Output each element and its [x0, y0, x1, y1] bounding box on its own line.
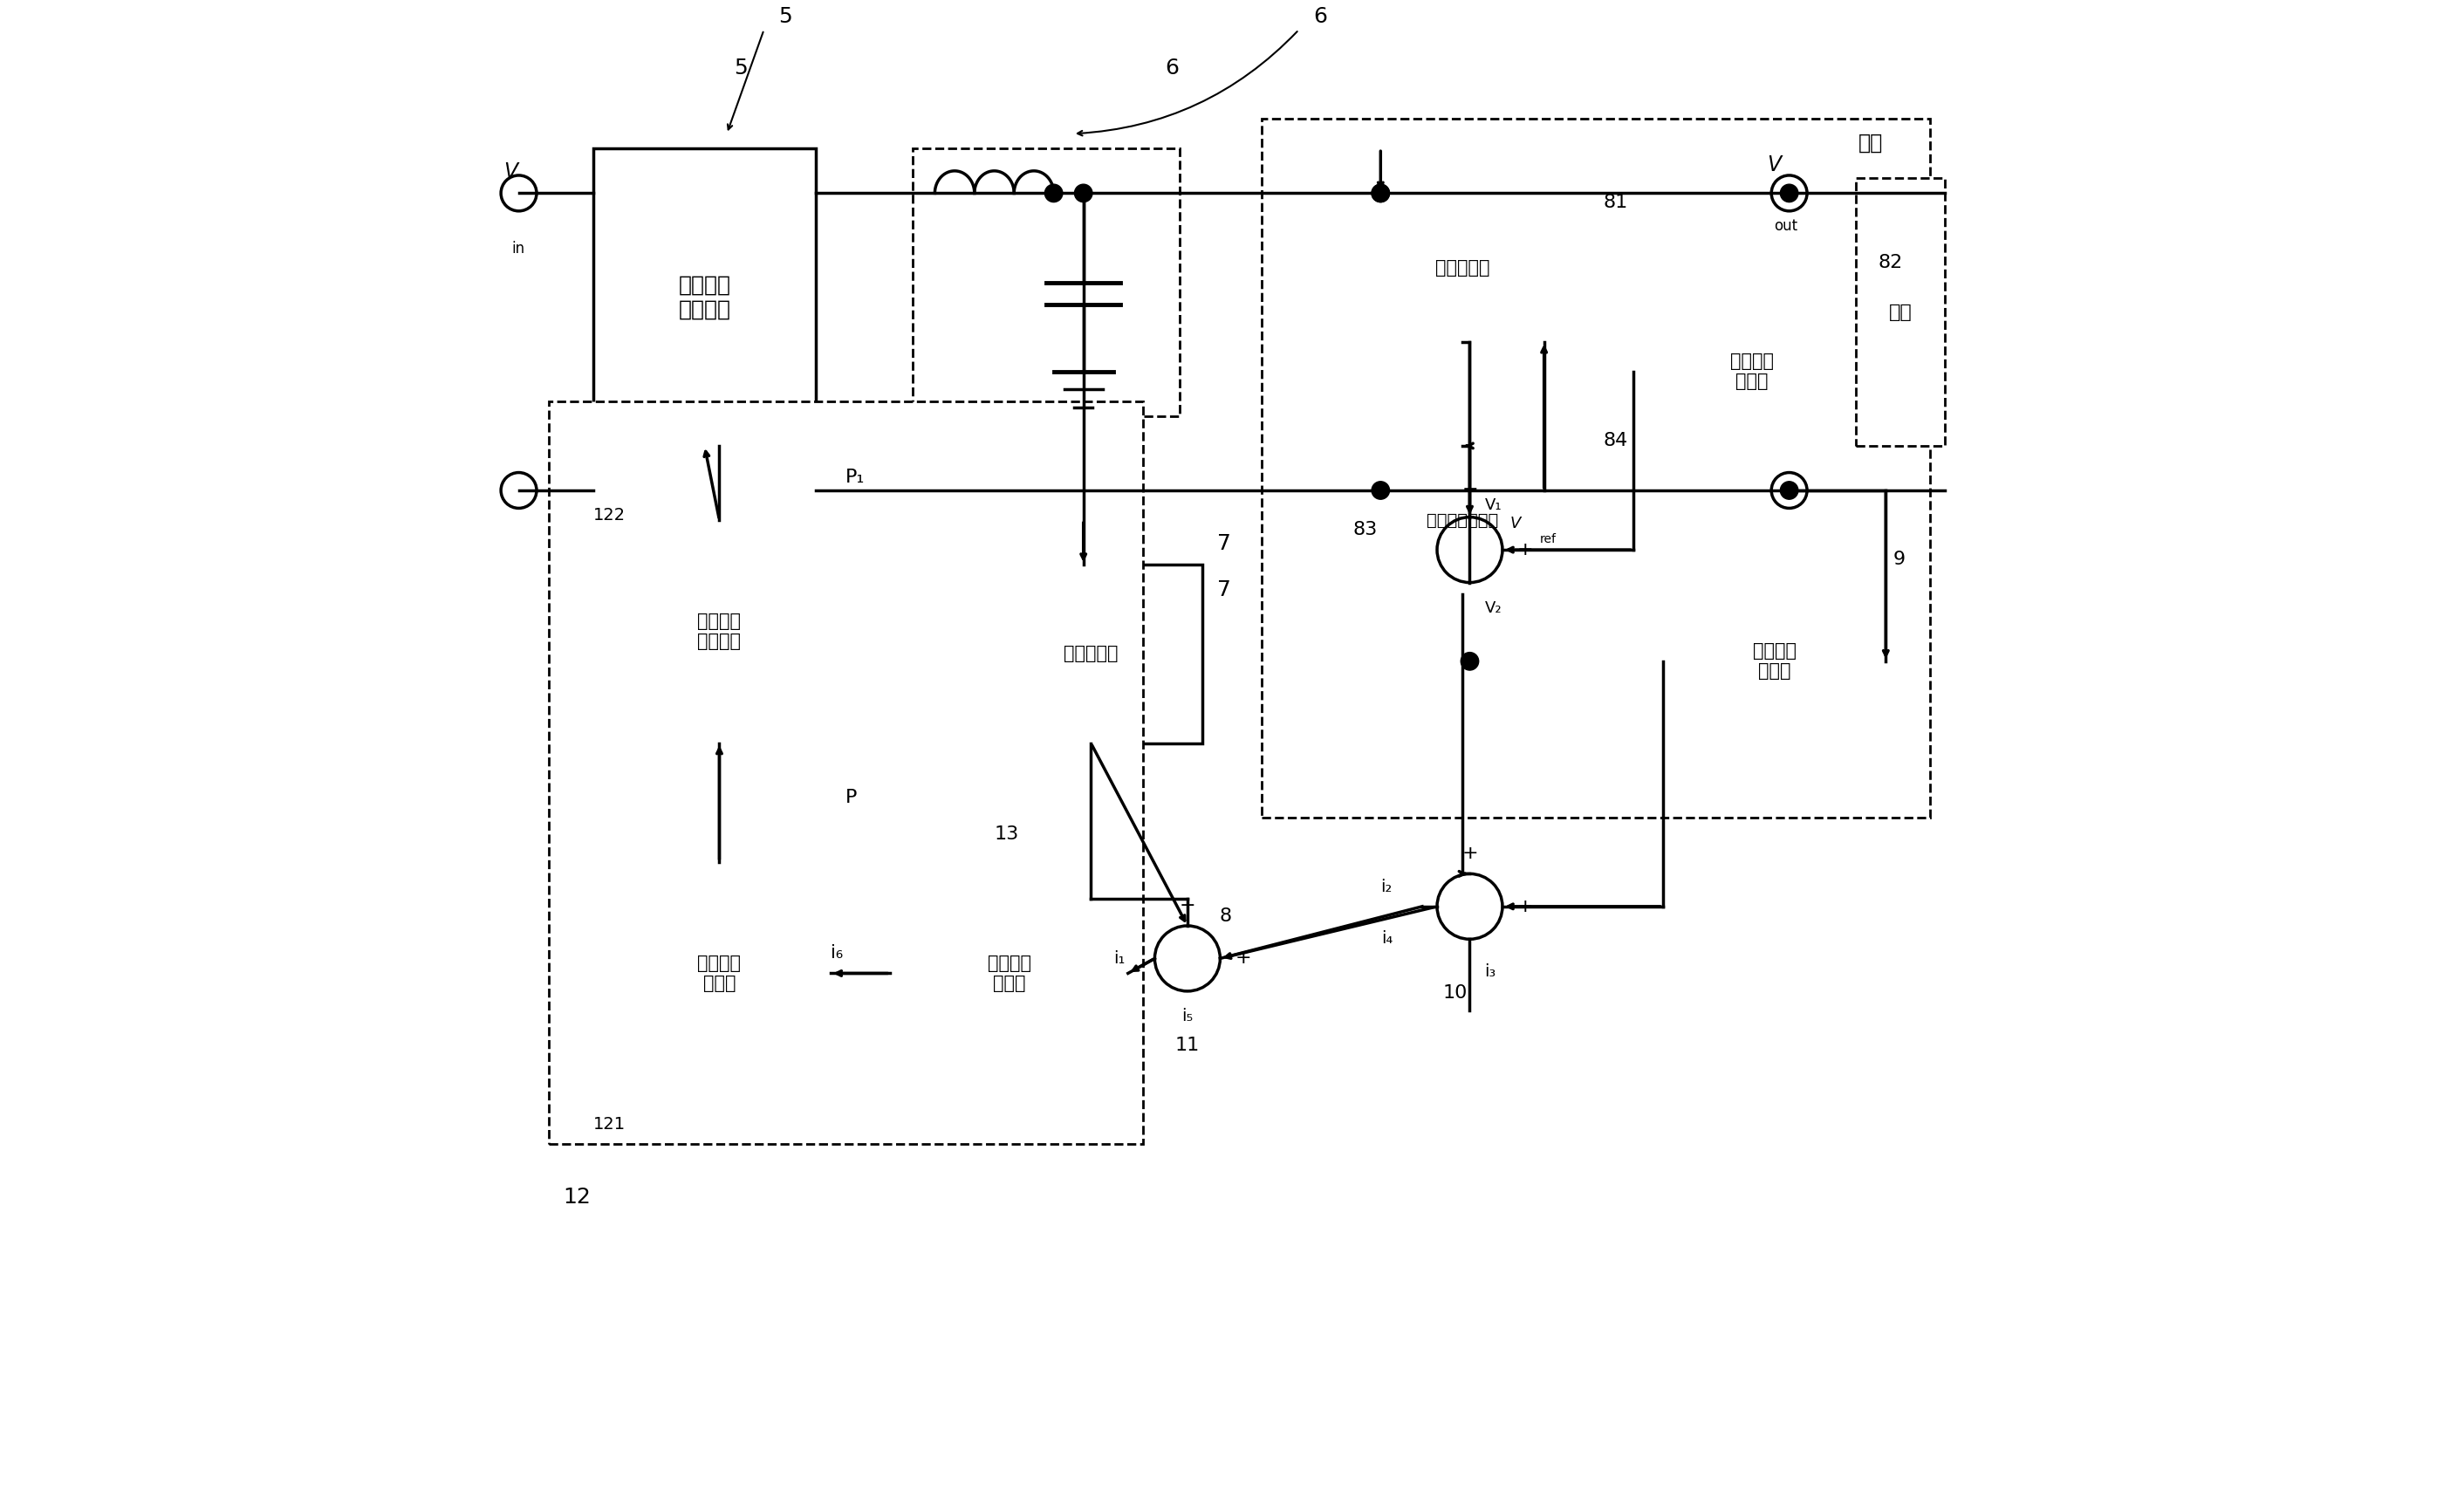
Text: 8: 8: [1220, 908, 1232, 924]
Text: V₁: V₁: [1486, 498, 1501, 513]
Text: 参考电压
产生器: 参考电压 产生器: [1730, 352, 1774, 391]
Text: ref: ref: [1540, 533, 1557, 545]
Text: −: −: [1180, 898, 1195, 914]
Text: P₁: P₁: [845, 470, 865, 486]
Text: 12: 12: [564, 1187, 591, 1208]
Text: 9: 9: [1892, 551, 1905, 568]
Text: V: V: [1767, 155, 1781, 175]
Text: 5: 5: [779, 6, 793, 27]
Text: 负载: 负载: [1890, 303, 1912, 321]
Text: i₅: i₅: [1183, 1008, 1193, 1024]
Text: 负载电流
传感器: 负载电流 传感器: [1752, 642, 1796, 681]
Text: 电压传感器: 电压传感器: [1434, 259, 1491, 276]
Text: P: P: [845, 789, 857, 805]
FancyBboxPatch shape: [609, 520, 830, 743]
Text: +: +: [1518, 541, 1533, 559]
Text: i₁: i₁: [1114, 950, 1126, 967]
FancyBboxPatch shape: [912, 149, 1180, 416]
Text: 7: 7: [1217, 533, 1232, 554]
Text: 84: 84: [1604, 432, 1629, 449]
FancyBboxPatch shape: [978, 565, 1202, 743]
Text: 7: 7: [1217, 580, 1232, 600]
Text: +: +: [1518, 898, 1533, 915]
Text: 6: 6: [1165, 58, 1180, 79]
Text: 121: 121: [594, 1116, 626, 1132]
Circle shape: [1372, 184, 1390, 202]
Text: 电流传感器: 电流传感器: [1064, 645, 1119, 663]
Text: 负载: 负载: [1858, 132, 1882, 153]
Circle shape: [1461, 652, 1478, 670]
Text: V₂: V₂: [1486, 600, 1501, 615]
Text: i₆: i₆: [830, 945, 843, 961]
Circle shape: [1045, 184, 1062, 202]
FancyBboxPatch shape: [1663, 565, 1885, 758]
Text: 11: 11: [1175, 1037, 1200, 1054]
Circle shape: [1781, 184, 1799, 202]
Text: V: V: [1510, 516, 1520, 531]
Text: 功率级晶
体管开关: 功率级晶 体管开关: [678, 275, 732, 319]
Text: 交流电压补偿器: 交流电压补偿器: [1427, 511, 1498, 529]
FancyBboxPatch shape: [609, 862, 830, 1085]
FancyBboxPatch shape: [1262, 119, 1929, 817]
Text: 83: 83: [1353, 522, 1377, 538]
Text: in: in: [513, 241, 525, 256]
Text: out: out: [1774, 218, 1799, 233]
Circle shape: [1372, 481, 1390, 499]
Text: 82: 82: [1878, 254, 1902, 270]
Text: 电流命令
补偿器: 电流命令 补偿器: [988, 954, 1030, 993]
Circle shape: [1372, 184, 1390, 202]
Text: 122: 122: [594, 507, 626, 523]
Text: 13: 13: [995, 826, 1020, 843]
Circle shape: [1781, 481, 1799, 499]
Text: i₃: i₃: [1486, 963, 1496, 979]
Text: +: +: [1234, 950, 1252, 967]
FancyBboxPatch shape: [549, 401, 1143, 1144]
Text: 6: 6: [1313, 6, 1328, 27]
Text: i₂: i₂: [1380, 878, 1392, 895]
Text: 10: 10: [1441, 985, 1466, 1002]
Text: i₄: i₄: [1380, 930, 1392, 947]
FancyBboxPatch shape: [890, 862, 1129, 1085]
Text: V: V: [505, 162, 517, 183]
Text: 脉宽调制
产生器: 脉宽调制 产生器: [697, 954, 742, 993]
FancyBboxPatch shape: [1335, 446, 1589, 594]
Text: 81: 81: [1604, 195, 1629, 211]
Text: −: −: [1461, 481, 1478, 498]
Text: 5: 5: [734, 58, 749, 79]
Circle shape: [1074, 184, 1092, 202]
FancyBboxPatch shape: [1855, 178, 1944, 446]
FancyBboxPatch shape: [1335, 193, 1589, 342]
Text: 功率晶体
管驱动器: 功率晶体 管驱动器: [697, 612, 742, 651]
FancyBboxPatch shape: [594, 149, 816, 446]
FancyBboxPatch shape: [1634, 267, 1870, 476]
Text: +: +: [1461, 846, 1478, 862]
